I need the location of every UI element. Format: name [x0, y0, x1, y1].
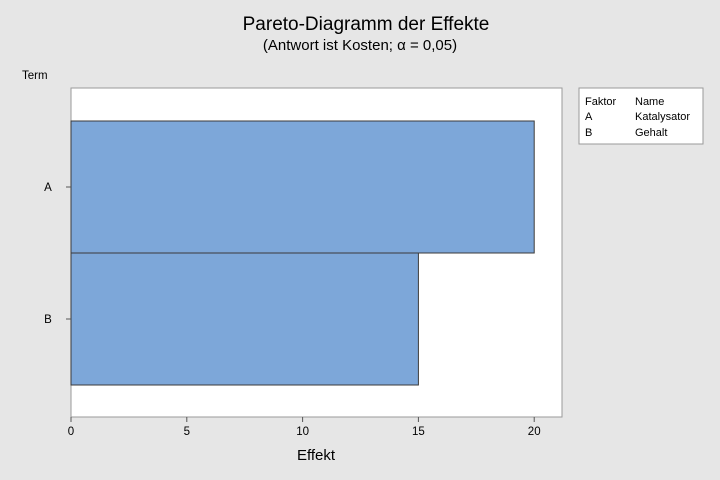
legend-box: [578, 87, 704, 145]
bar-a: [70, 120, 535, 254]
x-axis-title: Effekt: [297, 447, 336, 464]
legend-row-a-factor: A: [585, 111, 593, 123]
legend-row-b-factor: B: [585, 127, 592, 139]
chart-title: Pareto-Diagramm der Effekte: [243, 14, 490, 35]
legend-header-factor: Faktor: [585, 96, 617, 108]
y-axis-title: Term: [22, 70, 48, 82]
x-tick-label: 10: [296, 426, 309, 438]
y-tick-label-a: A: [44, 182, 52, 194]
legend-row-b-name: Gehalt: [635, 127, 667, 139]
chart-subtitle: (Antwort ist Kosten; α = 0,05): [263, 37, 457, 54]
x-tick-label: 0: [68, 426, 74, 438]
legend: Faktor Name A Katalysator B Gehalt: [578, 87, 704, 145]
legend-row-a-name: Katalysator: [635, 111, 690, 123]
y-tick-label-b: B: [44, 314, 52, 326]
x-tick-label: 20: [528, 426, 541, 438]
legend-header-name: Name: [635, 96, 664, 108]
x-tick-label: 15: [412, 426, 425, 438]
bar-b: [70, 252, 419, 386]
x-tick-label: 5: [184, 426, 190, 438]
